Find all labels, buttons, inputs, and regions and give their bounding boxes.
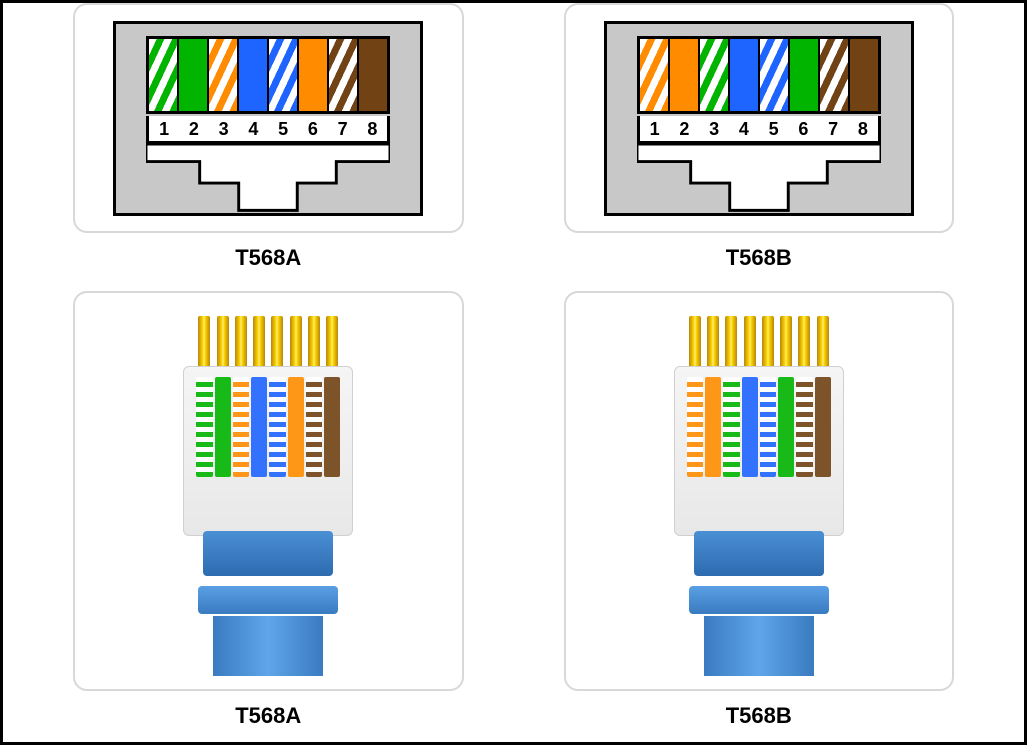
pin-number: 6: [789, 116, 819, 141]
pin-number: 8: [848, 116, 878, 141]
jack-notch: [637, 144, 881, 213]
pin-number: 6: [298, 116, 328, 141]
gold-pin: [744, 316, 756, 371]
pin-numbers: 12345678: [637, 116, 881, 144]
jack-panel-t568b: 12345678: [564, 3, 955, 233]
gold-pin: [308, 316, 320, 371]
rj45-plug-t568b: [659, 306, 859, 676]
gold-pin: [253, 316, 265, 371]
jack-label-a: T568A: [73, 233, 464, 291]
gold-pin: [725, 316, 737, 371]
rj45-jack-t568a: 12345678: [113, 21, 423, 216]
pin-number: 7: [328, 116, 358, 141]
cable-boot-ridge: [689, 586, 829, 614]
gold-pin: [198, 316, 210, 371]
wire-pin-1: [640, 39, 670, 111]
pin-number: 1: [149, 116, 179, 141]
gold-pin: [798, 316, 810, 371]
wire-pin-8: [850, 39, 878, 111]
plug-wire-3: [723, 377, 739, 477]
plug-wire-2: [215, 377, 231, 477]
plug-panel-t568b: [564, 291, 955, 691]
pin-number: 3: [209, 116, 239, 141]
plug-wire-4: [742, 377, 758, 477]
pin-number: 1: [640, 116, 670, 141]
gold-pin: [817, 316, 829, 371]
jack-label-b: T568B: [564, 233, 955, 291]
wire-pin-4: [239, 39, 269, 111]
wire-pin-3: [209, 39, 239, 111]
rj45-jack-t568b: 12345678: [604, 21, 914, 216]
cable: [213, 616, 323, 676]
gold-pins: [198, 316, 338, 371]
plug-wire-6: [288, 377, 304, 477]
plug-wire-5: [269, 377, 285, 477]
cable-boot-ridge: [198, 586, 338, 614]
wire-pin-6: [299, 39, 329, 111]
pin-number: 5: [268, 116, 298, 141]
pin-number: 8: [358, 116, 388, 141]
plug-wire-1: [196, 377, 212, 477]
pin-number: 4: [239, 116, 269, 141]
wire-pin-2: [179, 39, 209, 111]
wire-pin-7: [329, 39, 359, 111]
gold-pin: [689, 316, 701, 371]
plug-wire-7: [796, 377, 812, 477]
jack-panel-t568a: 12345678: [73, 3, 464, 233]
plug-label-a: T568A: [73, 691, 464, 749]
plug-wires: [687, 377, 831, 477]
cable-boot: [203, 531, 333, 576]
wire-pin-4: [730, 39, 760, 111]
wire-area: [146, 36, 390, 114]
pin-number: 7: [818, 116, 848, 141]
gold-pin: [217, 316, 229, 371]
pin-number: 5: [759, 116, 789, 141]
plug-wire-8: [815, 377, 831, 477]
gold-pin: [762, 316, 774, 371]
pin-number: 4: [729, 116, 759, 141]
plug-wires: [196, 377, 340, 477]
wire-pin-8: [359, 39, 387, 111]
gold-pin: [707, 316, 719, 371]
plug-label-b: T568B: [564, 691, 955, 749]
plug-wire-3: [233, 377, 249, 477]
diagram-frame: 12345678 12345678: [0, 0, 1027, 745]
plug-wire-8: [324, 377, 340, 477]
plug-wire-1: [687, 377, 703, 477]
wire-pin-3: [700, 39, 730, 111]
gold-pin: [290, 316, 302, 371]
pin-number: 2: [670, 116, 700, 141]
gold-pin: [235, 316, 247, 371]
plug-wire-4: [251, 377, 267, 477]
plug-wire-2: [705, 377, 721, 477]
wire-pin-7: [820, 39, 850, 111]
plug-body: [674, 366, 844, 536]
wire-pin-5: [760, 39, 790, 111]
layout-grid: 12345678 12345678: [3, 3, 1024, 742]
pin-numbers: 12345678: [146, 116, 390, 144]
wire-pin-1: [149, 39, 179, 111]
plug-wire-7: [306, 377, 322, 477]
wire-pin-2: [670, 39, 700, 111]
plug-panel-t568a: [73, 291, 464, 691]
gold-pins: [689, 316, 829, 371]
gold-pin: [271, 316, 283, 371]
wire-area: [637, 36, 881, 114]
plug-body: [183, 366, 353, 536]
rj45-plug-t568a: [168, 306, 368, 676]
gold-pin: [326, 316, 338, 371]
plug-wire-5: [760, 377, 776, 477]
cable-boot: [694, 531, 824, 576]
pin-number: 3: [699, 116, 729, 141]
wire-pin-6: [790, 39, 820, 111]
pin-number: 2: [179, 116, 209, 141]
gold-pin: [780, 316, 792, 371]
cable: [704, 616, 814, 676]
wire-pin-5: [269, 39, 299, 111]
jack-notch: [146, 144, 390, 213]
plug-wire-6: [778, 377, 794, 477]
